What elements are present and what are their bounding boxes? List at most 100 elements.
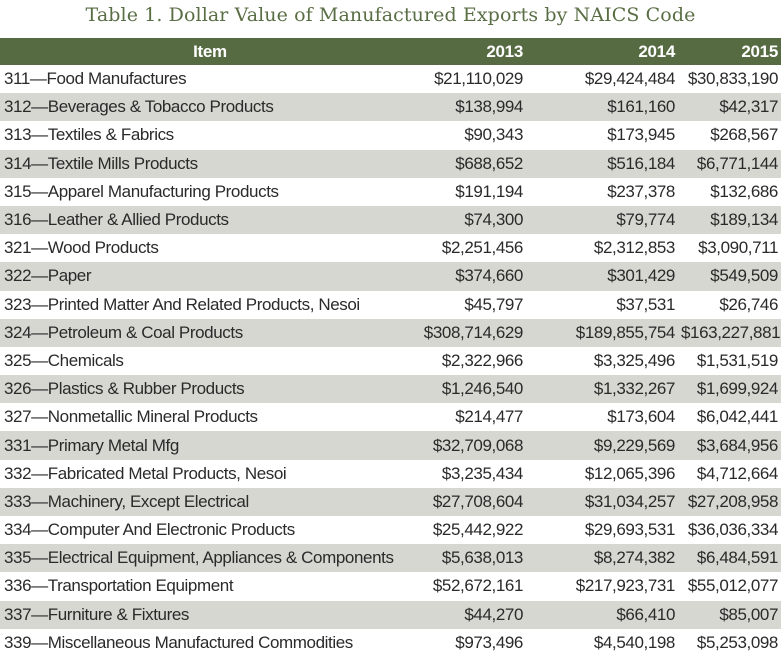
cell-value-2013: $308,714,629	[420, 318, 526, 347]
table-row: 316—Leather & Allied Products $74,300 $79,…	[0, 205, 781, 235]
cell-value-2014: $9,229,569	[526, 431, 678, 460]
table-row: 312—Beverages & Tobacco Products $138,994…	[0, 93, 781, 122]
cell-value-2014: $37,531	[616, 294, 675, 314]
table-row: 331—Primary Metal Mfg $32,709,068 $9,229,5…	[0, 431, 781, 460]
column-header-2014: 2014	[526, 38, 678, 65]
table-row: 325—Chemicals $2,322,966 $3,325,496 $1,531,…	[0, 347, 781, 375]
table-row: 326—Plastics & Rubber Products $1,246,540…	[0, 375, 781, 404]
cell-value-2013: $5,638,013	[420, 544, 526, 573]
cell-item: 313—Textiles & Fabrics	[4, 125, 174, 145]
cell-value-2015: $4,712,664	[696, 463, 778, 483]
cell-value-2014: $29,424,484	[584, 69, 676, 89]
cell-value-2015: $55,012,077	[687, 576, 779, 596]
table-row: 313—Textiles & Fabrics $90,343 $173,945 $26…	[0, 121, 781, 149]
cell-value-2014: $12,065,396	[584, 463, 676, 483]
cell-value-2014: $173,604	[607, 407, 675, 427]
cell-value-2015: $1,699,924	[678, 375, 781, 404]
cell-value-2013: $2,251,456	[441, 238, 523, 258]
cell-value-2013: $44,270	[420, 600, 526, 629]
cell-value-2013: $90,343	[464, 125, 523, 145]
cell-value-2015: $6,042,441	[696, 407, 778, 427]
cell-item: 314—Textile Mills Products	[0, 149, 420, 178]
table-row: 311—Food Manufactures $21,110,029 $29,424,…	[0, 65, 781, 93]
cell-value-2013: $1,246,540	[420, 375, 526, 404]
cell-value-2013: $191,194	[455, 181, 523, 201]
cell-value-2013: $688,652	[420, 149, 526, 178]
cell-value-2015: $42,317	[678, 93, 781, 122]
cell-value-2015: $5,253,098	[696, 632, 778, 652]
cell-value-2014: $8,274,382	[526, 544, 678, 573]
cell-value-2015: $189,134	[678, 205, 781, 235]
cell-item: 333—Machinery, Except Electrical	[0, 487, 420, 516]
cell-value-2015: $85,007	[678, 600, 781, 629]
column-header-item: Item	[0, 38, 420, 65]
table-row: 324—Petroleum & Coal Products $308,714,62…	[0, 318, 781, 347]
cell-value-2014: $189,855,754	[526, 318, 678, 347]
table-row: 337—Furniture & Fixtures $44,270 $66,410 $8…	[0, 600, 781, 629]
table-row: 339—Miscellaneous Manufactured Commoditi…	[0, 629, 781, 657]
cell-item: 332—Fabricated Metal Products, Nesoi	[4, 463, 287, 483]
cell-item: 327—Nonmetallic Mineral Products	[4, 407, 258, 427]
cell-item: 326—Plastics & Rubber Products	[0, 375, 420, 404]
cell-value-2013: $74,300	[420, 205, 526, 235]
cell-value-2015: $36,036,334	[687, 520, 779, 540]
cell-value-2013: $138,994	[420, 93, 526, 122]
cell-value-2014: $3,325,496	[593, 350, 675, 370]
cell-value-2014: $2,312,853	[593, 238, 675, 258]
cell-item: 325—Chemicals	[4, 350, 124, 370]
cell-value-2015: $549,509	[678, 262, 781, 291]
cell-value-2014: $66,410	[526, 600, 678, 629]
cell-value-2013: $374,660	[420, 262, 526, 291]
table-row: 334—Computer And Electronic Products $25,…	[0, 516, 781, 544]
cell-value-2015: $3,090,711	[698, 238, 778, 258]
cell-value-2015: $6,771,144	[678, 149, 781, 178]
cell-value-2015: $6,484,591	[678, 544, 781, 573]
cell-value-2013: $25,442,922	[432, 520, 524, 540]
cell-value-2015: $1,531,519	[696, 350, 778, 370]
cell-item: 323—Printed Matter And Related Products,…	[4, 294, 360, 314]
cell-value-2015: $30,833,190	[687, 69, 779, 89]
cell-item: 335—Electrical Equipment, Appliances & C…	[0, 544, 420, 573]
table-row: 333—Machinery, Except Electrical $27,708,…	[0, 487, 781, 516]
cell-item: 324—Petroleum & Coal Products	[0, 318, 420, 347]
table-row: 314—Textile Mills Products $688,652 $516,1…	[0, 149, 781, 178]
cell-value-2015: $27,208,958	[678, 487, 781, 516]
cell-value-2014: $1,332,267	[526, 375, 678, 404]
cell-value-2013: $32,709,068	[420, 431, 526, 460]
cell-value-2015: $3,684,956	[678, 431, 781, 460]
cell-value-2013: $973,496	[455, 632, 523, 652]
cell-value-2013: $52,672,161	[432, 576, 524, 596]
cell-item: 334—Computer And Electronic Products	[4, 520, 295, 540]
cell-value-2015: $163,227,881	[678, 318, 781, 347]
cell-item: 336—Transportation Equipment	[4, 576, 234, 596]
cell-value-2013: $2,322,966	[441, 350, 523, 370]
cell-item: 316—Leather & Allied Products	[0, 205, 420, 235]
cell-value-2013: $45,797	[464, 294, 523, 314]
table-row: 322—Paper $374,660 $301,429 $549,509	[0, 262, 781, 291]
cell-item: 331—Primary Metal Mfg	[0, 431, 420, 460]
cell-value-2015: $268,567	[710, 125, 778, 145]
cell-value-2014: $516,184	[526, 149, 678, 178]
cell-value-2014: $29,693,531	[584, 520, 676, 540]
cell-value-2014: $173,945	[607, 125, 675, 145]
table-row: 321—Wood Products $2,251,456 $2,312,853 $3,…	[0, 234, 781, 262]
cell-item: 339—Miscellaneous Manufactured Commoditi…	[4, 632, 353, 652]
cell-value-2014: $217,923,731	[575, 576, 676, 596]
table-row: 332—Fabricated Metal Products, Nesoi $3,2…	[0, 460, 781, 488]
table-row: 315—Apparel Manufacturing Products $191,1…	[0, 178, 781, 206]
cell-value-2014: $31,034,257	[526, 487, 678, 516]
cell-item: 322—Paper	[0, 262, 420, 291]
table-title: Table 1. Dollar Value of Manufactured Ex…	[85, 4, 696, 26]
table-row: 327—Nonmetallic Mineral Products $214,477…	[0, 403, 781, 431]
cell-item: 315—Apparel Manufacturing Products	[4, 181, 279, 201]
column-header-2015: 2015	[678, 38, 781, 65]
cell-value-2013: $214,477	[455, 407, 523, 427]
cell-value-2014: $237,378	[607, 181, 675, 201]
cell-value-2014: $301,429	[526, 262, 678, 291]
cell-value-2014: $4,540,198	[593, 632, 675, 652]
cell-value-2015: $132,686	[710, 181, 778, 201]
cell-value-2014: $79,774	[526, 205, 678, 235]
cell-item: 337—Furniture & Fixtures	[0, 600, 420, 629]
header-row: Item 2013 2014 2015	[0, 38, 781, 65]
cell-value-2014: $161,160	[526, 93, 678, 122]
